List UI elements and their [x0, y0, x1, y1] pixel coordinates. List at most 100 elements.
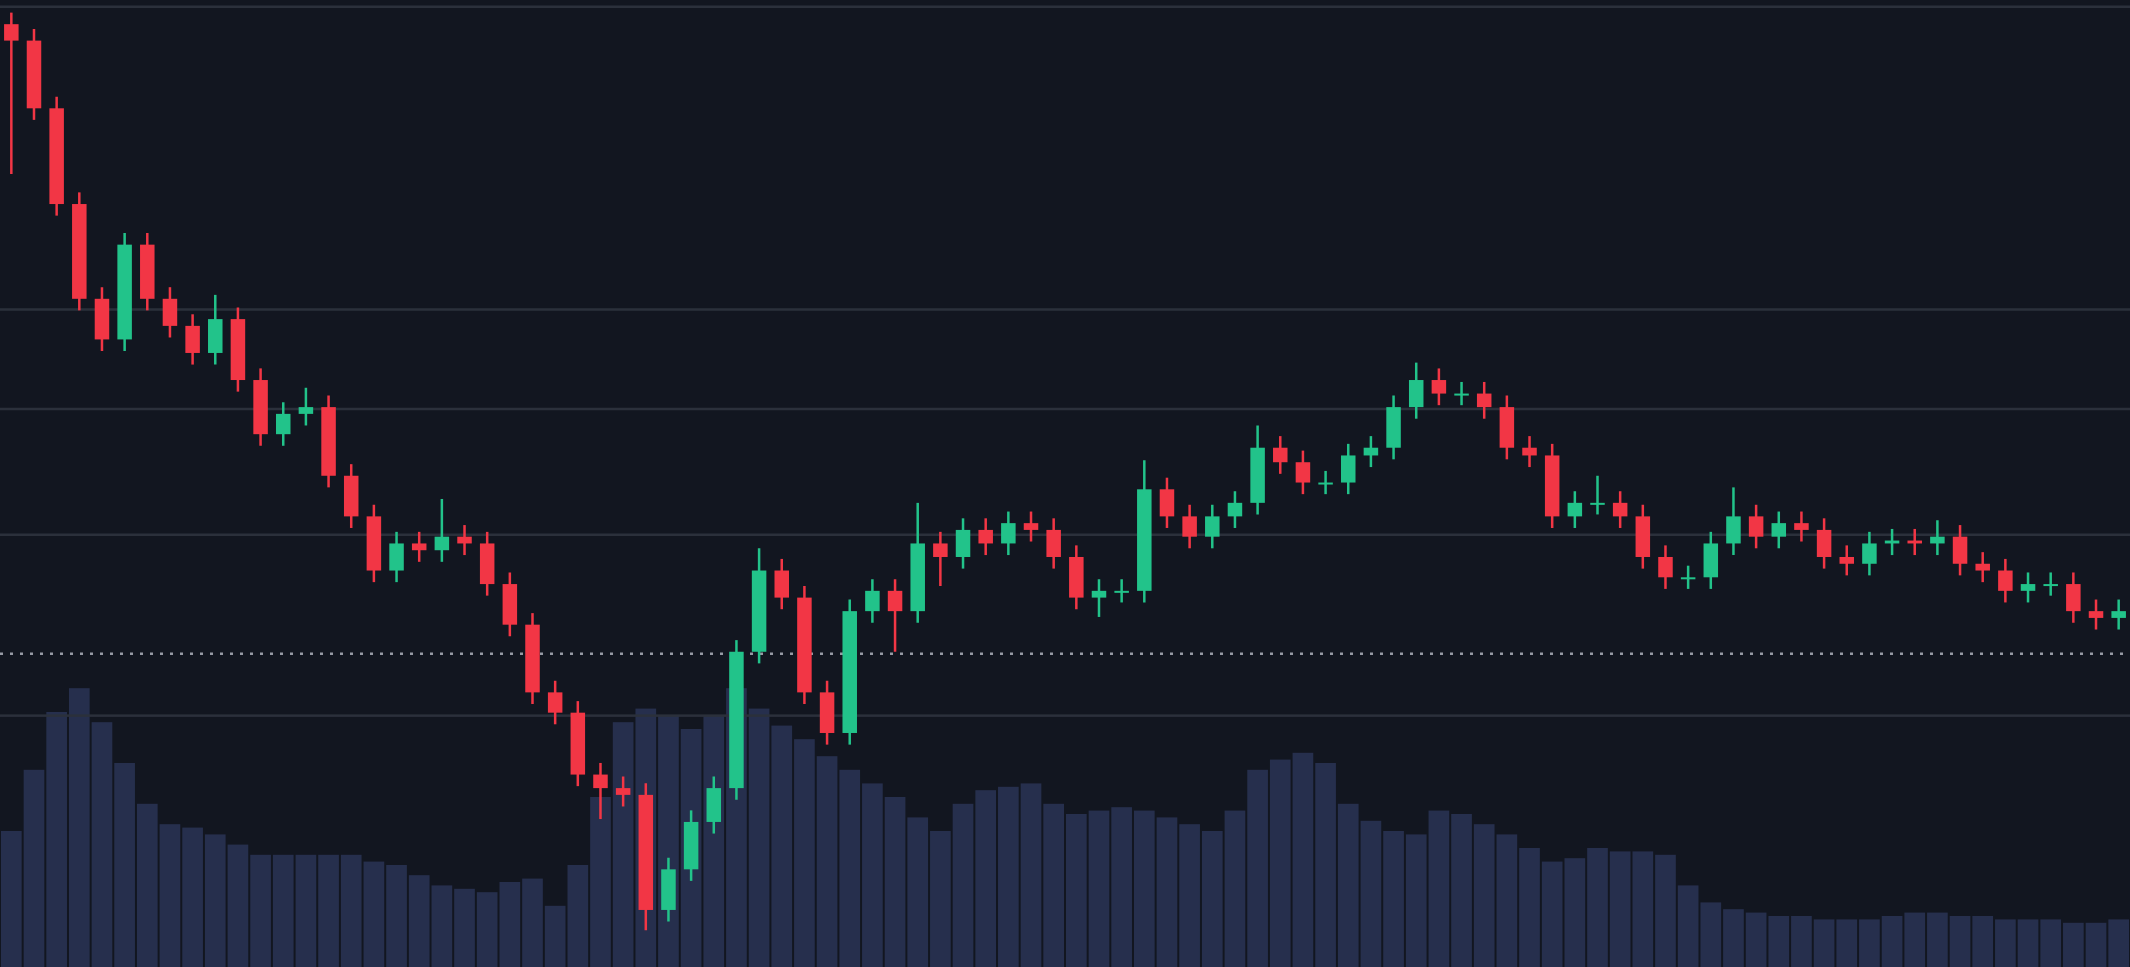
- volume-bar: [1, 831, 22, 967]
- candle: [1295, 450, 1311, 495]
- candle-body: [729, 651, 744, 789]
- candle: [2088, 599, 2104, 630]
- candle: [1159, 477, 1175, 528]
- candle-body: [366, 516, 382, 571]
- candle-body: [343, 475, 359, 517]
- candle: [2043, 572, 2058, 596]
- candle-body: [321, 407, 336, 476]
- candle: [366, 504, 382, 583]
- volume-bar: [1836, 919, 1858, 967]
- volume-bar: [340, 854, 362, 967]
- candle: [1952, 525, 1968, 576]
- candle: [1069, 545, 1084, 610]
- candle: [706, 776, 722, 834]
- candle-body: [525, 624, 540, 693]
- candle: [2111, 599, 2126, 630]
- candle: [208, 294, 223, 365]
- candle: [1794, 511, 1809, 542]
- candle-body: [683, 821, 699, 870]
- volume-bar: [227, 844, 249, 967]
- candle-body: [411, 543, 427, 551]
- candle-body: [1952, 536, 1968, 564]
- candle: [502, 572, 518, 637]
- candle: [72, 192, 87, 311]
- candle-body: [547, 692, 563, 713]
- candle-body: [208, 319, 223, 353]
- volume-bar: [1066, 814, 1087, 967]
- candle: [1137, 460, 1152, 603]
- candle-body: [49, 108, 64, 205]
- volume-bar: [1541, 861, 1563, 967]
- volume-bar: [68, 688, 90, 967]
- candle-body: [434, 536, 450, 551]
- volume-bar: [2108, 919, 2129, 967]
- volume-bar: [1791, 916, 1812, 967]
- volume-bar: [1383, 831, 1404, 967]
- candle-body: [1023, 523, 1039, 530]
- candle: [4, 12, 19, 175]
- candle-body: [140, 244, 155, 299]
- candle: [1522, 436, 1537, 468]
- volume-bar: [1519, 848, 1540, 967]
- candle-body: [26, 40, 42, 109]
- candle: [1930, 520, 1945, 556]
- candle-body: [955, 529, 971, 557]
- volume-bar: [1881, 916, 1903, 967]
- candle-body: [1862, 543, 1877, 564]
- volume-bar: [1451, 814, 1472, 967]
- candle: [1250, 425, 1265, 515]
- candle-body: [1295, 462, 1311, 483]
- volume-bar: [454, 888, 475, 967]
- candle-body: [593, 774, 608, 789]
- candle-body: [1748, 516, 1764, 537]
- candle: [1023, 511, 1039, 542]
- candle: [1862, 531, 1877, 576]
- candle-body: [1137, 489, 1152, 591]
- candle-body: [887, 590, 903, 612]
- candle-body: [230, 319, 246, 381]
- candle: [661, 857, 676, 922]
- candle: [1703, 531, 1719, 589]
- volume-bar: [1201, 831, 1223, 967]
- candle: [865, 579, 880, 623]
- volume-bar: [522, 878, 543, 967]
- candle: [887, 579, 903, 652]
- volume-bar: [1315, 763, 1336, 967]
- volume-bar: [998, 786, 1019, 967]
- candle: [411, 531, 427, 562]
- volume-bar: [703, 715, 725, 967]
- candle-body: [1363, 447, 1379, 456]
- candle: [1454, 381, 1469, 406]
- volume-bar: [1111, 807, 1132, 967]
- candle-body: [1386, 407, 1401, 448]
- candle: [1046, 518, 1061, 569]
- volume-bar: [250, 854, 271, 967]
- candle-body: [2111, 611, 2126, 618]
- candle-body: [1771, 523, 1787, 537]
- volume-bar: [295, 854, 317, 967]
- candle-body: [1046, 529, 1061, 557]
- volume-bar: [159, 824, 181, 967]
- candle-body: [661, 869, 676, 910]
- volume-bar: [2063, 922, 2084, 967]
- candle-body: [2066, 584, 2081, 612]
- volume-bar: [1020, 783, 1042, 967]
- candle: [729, 640, 744, 800]
- volume-bar: [612, 722, 634, 967]
- volume-bar: [1133, 810, 1155, 967]
- candle-body: [275, 413, 291, 435]
- candle: [1499, 395, 1515, 460]
- candle-body: [1340, 455, 1356, 483]
- candle-body: [457, 536, 472, 544]
- candle-body: [751, 570, 767, 652]
- candle: [570, 701, 586, 787]
- candle-body: [1907, 540, 1922, 544]
- candle: [1680, 565, 1696, 589]
- candle-body: [389, 543, 404, 571]
- volume-bar: [771, 725, 793, 967]
- candle-body: [162, 298, 178, 326]
- volume-bar: [204, 834, 226, 967]
- candle-body: [774, 570, 790, 598]
- volume-bar: [1496, 834, 1518, 967]
